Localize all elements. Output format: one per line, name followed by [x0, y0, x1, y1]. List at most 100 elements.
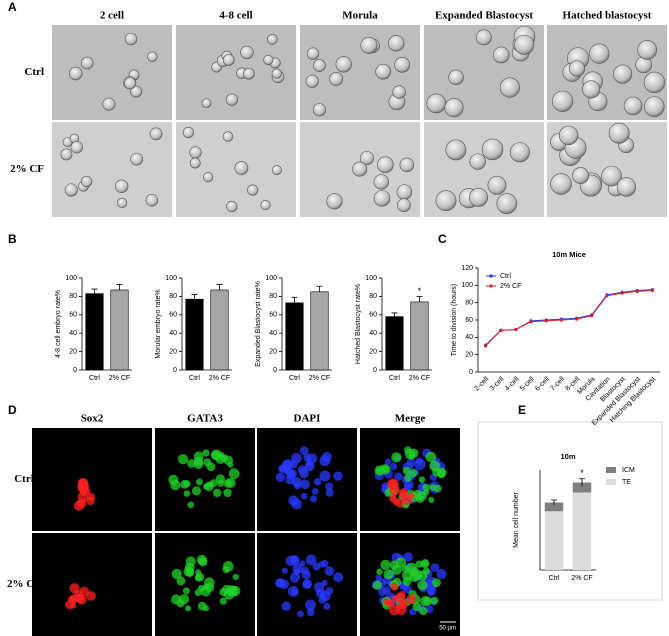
legend-label: ICM	[622, 467, 635, 474]
embryo	[266, 34, 278, 45]
y-tick-label: 40	[169, 330, 177, 337]
nucleus	[171, 568, 182, 580]
y-tick-label: 120	[461, 265, 473, 272]
nucleus	[431, 578, 441, 588]
nucleus	[196, 478, 203, 486]
nucleus	[196, 554, 207, 565]
embryo	[149, 127, 163, 141]
legend-swatch	[606, 467, 616, 473]
nucleus	[215, 453, 226, 465]
y-tick-label: 0	[273, 367, 277, 374]
nucleus	[406, 593, 417, 604]
nucleus	[187, 459, 196, 468]
y-tick-label: 80	[169, 293, 177, 300]
nucleus	[324, 566, 335, 576]
embryo	[377, 156, 394, 174]
legend-marker	[489, 274, 493, 278]
embryo	[514, 34, 535, 55]
y-tick-label: 20	[269, 348, 277, 355]
nucleus	[389, 495, 397, 503]
embryo	[69, 66, 83, 81]
error-bar	[191, 294, 198, 300]
micrograph	[424, 25, 544, 120]
nucleus	[219, 597, 227, 605]
embryo	[623, 96, 643, 116]
nucleus	[292, 563, 304, 574]
x-tick-label: Ctrl	[289, 375, 300, 382]
embryo	[124, 77, 137, 90]
embryo	[551, 90, 574, 112]
embryo	[399, 157, 415, 173]
embryo	[572, 167, 589, 184]
bar-segment	[572, 482, 592, 493]
nucleus	[187, 501, 195, 509]
nucleus	[390, 582, 399, 591]
nucleus	[69, 594, 79, 603]
y-tick-label: 80	[69, 293, 77, 300]
image-bg	[257, 428, 357, 531]
nucleus	[291, 498, 302, 510]
chart-title: 10m	[560, 452, 575, 461]
embryo	[80, 175, 93, 188]
nucleus	[412, 602, 422, 612]
embryo	[124, 32, 138, 46]
nucleus	[206, 462, 216, 472]
error-bar	[216, 284, 223, 290]
fluorescence-image	[155, 428, 255, 531]
point	[559, 318, 564, 322]
nucleus	[382, 465, 389, 473]
column-header: 2 cell	[100, 10, 124, 22]
y-tick-label: 60	[369, 312, 377, 319]
nucleus	[310, 495, 318, 503]
y-tick-label: 20	[69, 348, 77, 355]
nucleus	[176, 576, 186, 586]
error-bar	[316, 285, 323, 292]
fluorescence-image	[32, 428, 152, 531]
fluorescence-image	[155, 533, 255, 636]
error-bar	[91, 288, 98, 294]
bar-segment	[544, 502, 564, 512]
nucleus	[401, 564, 410, 573]
y-axis-label: Mean cell number	[513, 492, 520, 548]
nucleus	[321, 579, 328, 587]
nucleus	[391, 452, 402, 463]
error-bar	[579, 478, 585, 487]
bar	[410, 301, 429, 371]
column-header: DAPI	[294, 413, 321, 425]
nucleus	[325, 482, 334, 491]
embryo	[115, 179, 129, 193]
nucleus	[417, 580, 428, 591]
panel-e-frame	[477, 421, 663, 601]
nucleus	[418, 476, 426, 483]
nucleus	[305, 554, 317, 566]
embryo	[60, 148, 73, 161]
bar	[310, 291, 329, 371]
nucleus	[375, 574, 383, 582]
nucleus	[290, 555, 299, 563]
nucleus	[291, 476, 302, 488]
embryo	[373, 174, 389, 190]
y-tick-label: 40	[269, 330, 277, 337]
nucleus	[275, 472, 286, 483]
embryo	[226, 200, 238, 213]
fluorescence-image	[32, 533, 152, 636]
embryo	[487, 175, 507, 195]
column-header: Morula	[342, 10, 378, 22]
nucleus	[171, 594, 182, 605]
point	[650, 288, 655, 293]
column-header: 4-8 cell	[219, 10, 252, 22]
nucleus	[376, 568, 383, 575]
embryo	[130, 85, 143, 98]
embryo	[182, 126, 195, 139]
embryo	[616, 177, 637, 197]
embryo	[444, 98, 464, 118]
nucleus	[394, 472, 403, 481]
embryo	[608, 122, 630, 144]
y-tick-label: 40	[369, 330, 377, 337]
embryo	[637, 40, 657, 60]
y-tick-label: 100	[265, 275, 277, 282]
point	[574, 317, 579, 321]
fluorescence-image	[257, 533, 357, 636]
series-line	[485, 289, 653, 346]
